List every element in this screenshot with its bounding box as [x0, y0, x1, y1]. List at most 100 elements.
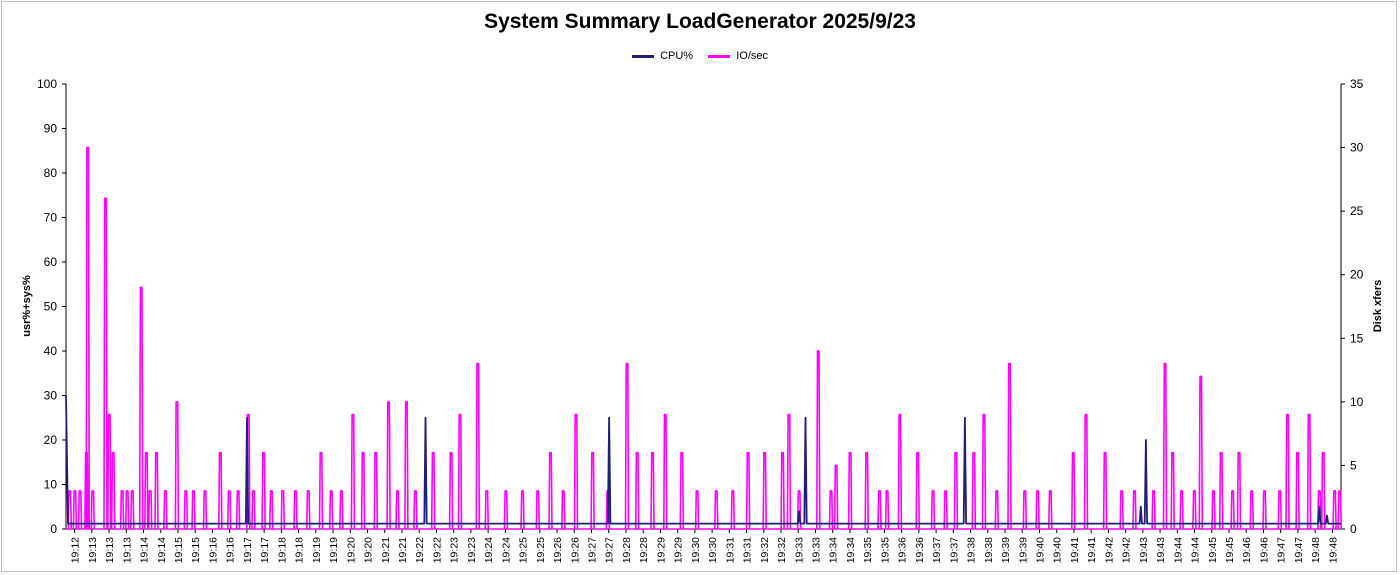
- chart-legend: CPU% IO/sec: [0, 50, 1400, 62]
- io-point: [1193, 490, 1196, 492]
- io-point: [955, 451, 957, 454]
- io-point: [1279, 490, 1281, 492]
- x-tick-label: 19:46: [1241, 537, 1253, 563]
- io-point: [1212, 490, 1215, 492]
- x-tick-label: 19:28: [638, 537, 650, 563]
- io-point: [505, 490, 507, 492]
- x-tick-label: 19:29: [673, 537, 685, 563]
- x-tick-label: 19:48: [1310, 537, 1322, 563]
- y-tick-label: 10: [44, 478, 58, 492]
- cpu-point: [964, 417, 966, 419]
- io-point: [204, 490, 206, 492]
- x-tick-label: 19:27: [587, 537, 599, 563]
- y-tick-label: 100: [37, 77, 57, 91]
- y2-tick-label: 25: [1350, 204, 1364, 218]
- io-point: [788, 413, 790, 416]
- io-point: [237, 490, 239, 492]
- io-point: [715, 490, 718, 492]
- io-point: [1263, 490, 1266, 492]
- x-tick-label: 19:38: [983, 537, 995, 563]
- io-point: [108, 413, 111, 416]
- legend-label-cpu: CPU%: [660, 50, 694, 62]
- io-point: [1036, 490, 1039, 492]
- x-tick-label: 19:33: [810, 537, 822, 563]
- io-point: [1318, 490, 1321, 492]
- x-tick-label: 19:17: [242, 537, 254, 563]
- y-tick-label: 50: [44, 300, 58, 314]
- io-point: [340, 490, 343, 492]
- x-tick-label: 19:42: [1103, 537, 1115, 563]
- io-point: [696, 490, 698, 492]
- x-tick-label: 19:16: [207, 537, 219, 563]
- x-tick-label: 19:47: [1293, 537, 1305, 563]
- io-point: [549, 451, 552, 454]
- io-point: [459, 413, 461, 416]
- x-tick-label: 19:43: [1138, 537, 1150, 563]
- x-tick-label: 19:19: [328, 537, 340, 563]
- x-tick-label: 19:45: [1207, 537, 1219, 563]
- x-tick-label: 19:17: [259, 537, 271, 563]
- y-tick-label: 20: [44, 433, 58, 447]
- io-point: [664, 413, 667, 416]
- cpu-point: [1326, 514, 1328, 517]
- x-tick-label: 19:44: [1190, 537, 1202, 563]
- io-point: [575, 413, 577, 416]
- x-tick-label: 19:34: [845, 537, 857, 563]
- io-point: [307, 490, 310, 492]
- io-point: [432, 451, 435, 454]
- x-tick-label: 19:39: [1017, 537, 1029, 563]
- x-tick-label: 19:45: [1224, 537, 1236, 563]
- x-tick-label: 19:13: [104, 537, 116, 563]
- io-point: [247, 413, 250, 416]
- io-point: [92, 490, 94, 492]
- io-point: [1338, 490, 1341, 492]
- series-cpu-percent: [65, 394, 1341, 525]
- io-point: [414, 490, 417, 492]
- x-tick-label: 19:19: [311, 537, 323, 563]
- io-point: [155, 451, 158, 454]
- y-tick-label: 60: [44, 255, 58, 269]
- x-tick-label: 19:36: [897, 537, 909, 563]
- io-point: [176, 401, 178, 403]
- x-tick-label: 19:30: [707, 537, 719, 563]
- io-point: [1251, 490, 1253, 492]
- io-point: [294, 490, 297, 492]
- x-tick-label: 19:33: [793, 537, 805, 563]
- io-point: [405, 401, 408, 403]
- io-point: [112, 451, 114, 454]
- x-tick-label: 19:35: [862, 537, 874, 563]
- io-point: [1231, 490, 1234, 492]
- x-tick-label: 19:42: [1121, 537, 1133, 563]
- io-point: [899, 413, 901, 416]
- x-tick-label: 19:32: [759, 537, 771, 563]
- io-point: [320, 451, 322, 454]
- cpu-point: [1145, 439, 1147, 441]
- io-point: [996, 490, 998, 492]
- io-point: [1171, 451, 1174, 454]
- x-tick-label: 19:14: [139, 537, 151, 563]
- x-tick-label: 19:47: [1276, 537, 1288, 563]
- io-point: [1164, 362, 1166, 365]
- y2-tick-label: 30: [1350, 141, 1364, 155]
- series-io-line: [66, 146, 1342, 530]
- io-point: [1152, 490, 1155, 492]
- io-point: [521, 490, 524, 492]
- x-tick-label: 19:39: [1000, 537, 1012, 563]
- x-tick-label: 19:18: [294, 537, 306, 563]
- io-point: [164, 490, 167, 492]
- io-point: [330, 490, 333, 492]
- io-point: [932, 490, 934, 492]
- io-point: [85, 451, 88, 454]
- x-tick-label: 19:14: [156, 537, 168, 563]
- io-point: [1104, 451, 1106, 454]
- io-point: [228, 490, 230, 492]
- chart-title: System Summary LoadGenerator 2025/9/23: [484, 10, 916, 33]
- x-tick-label: 19:25: [518, 537, 530, 563]
- y2-tick-label: 15: [1350, 331, 1364, 345]
- io-point: [798, 490, 800, 492]
- io-point: [1085, 413, 1087, 416]
- io-point: [477, 362, 479, 365]
- x-tick-label: 19:31: [742, 537, 754, 563]
- io-point: [362, 451, 364, 454]
- io-point: [121, 490, 123, 492]
